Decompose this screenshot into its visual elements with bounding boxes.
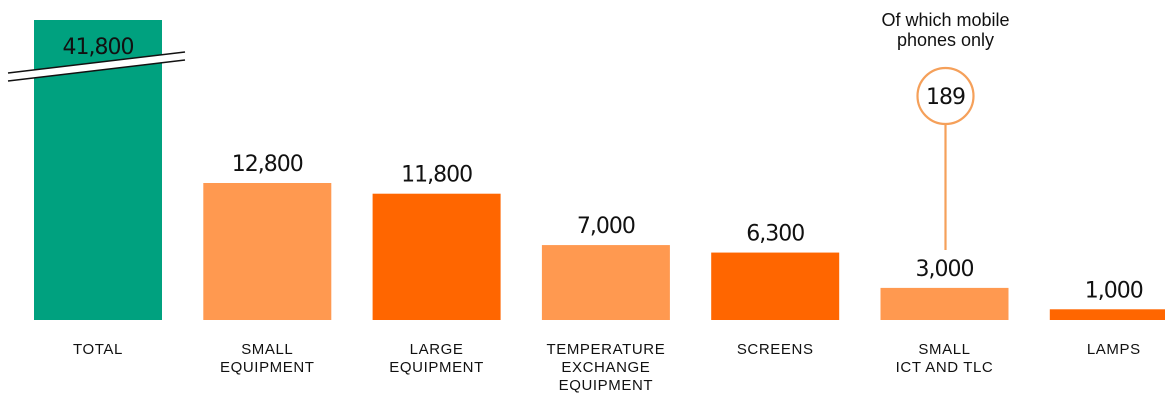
value-label: 1,000 — [1085, 278, 1143, 303]
bar-6 — [880, 287, 1009, 320]
category-label: TEMPERATURE EXCHANGE EQUIPMENT — [546, 341, 665, 394]
category-label: SMALL EQUIPMENT — [220, 341, 315, 376]
category-label: TOTAL — [73, 341, 123, 358]
category-label: SMALL ICT AND TLC — [896, 341, 994, 376]
bar-group-3: 11,800 LARGE EQUIPMENT — [372, 163, 501, 376]
bar-group-6: 3,000 SMALL ICT AND TLC — [880, 257, 1009, 376]
axis-break-line — [7, 51, 186, 74]
value-label: 12,800 — [232, 152, 303, 177]
bar-3 — [372, 193, 501, 320]
bar-2 — [203, 183, 332, 320]
category-label: LARGE EQUIPMENT — [389, 341, 484, 376]
value-label: 3,000 — [916, 257, 974, 282]
bar-group-5: 6,300 SCREENS — [711, 222, 840, 358]
category-label: LAMPS — [1087, 341, 1141, 358]
value-label: 11,800 — [401, 163, 472, 188]
axis-break-line — [7, 59, 186, 82]
callout-value: 189 — [926, 85, 965, 110]
bar-5 — [711, 252, 840, 320]
bar-group-7: 1,000 LAMPS — [1049, 278, 1165, 358]
callout-circle — [916, 66, 975, 126]
bar-group-2: 12,800 SMALL EQUIPMENT — [203, 152, 332, 376]
bar-group-4: 7,000 TEMPERATURE EXCHANGE EQUIPMENT — [541, 214, 670, 394]
value-label: 41,800 — [63, 35, 134, 60]
bar-7 — [1049, 309, 1165, 320]
value-label: 6,300 — [746, 222, 804, 247]
axis-break-gap — [8, 52, 185, 81]
value-label: 7,000 — [577, 214, 635, 239]
callout-text: Of which mobile phones only — [881, 10, 1009, 50]
category-label: SCREENS — [737, 341, 814, 358]
bar-4 — [541, 245, 670, 320]
mobile-phones-callout: 189 Of which mobile phones only — [881, 10, 1010, 250]
